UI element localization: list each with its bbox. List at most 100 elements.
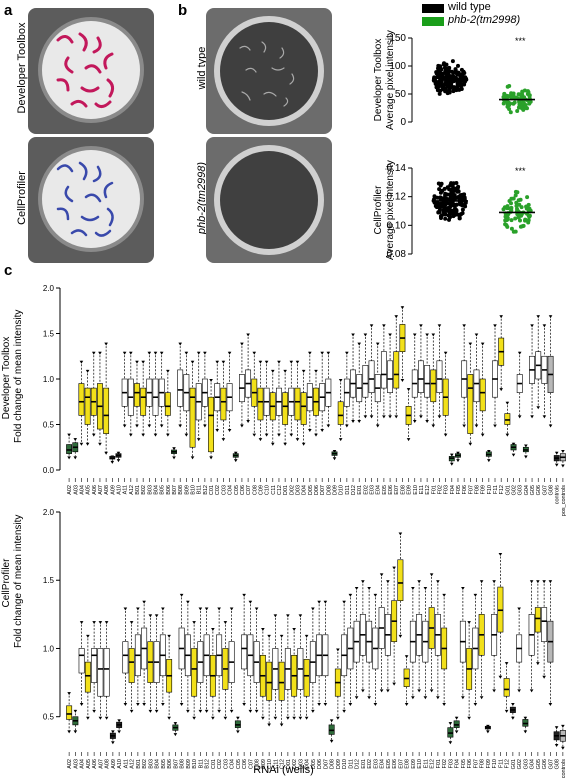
- box-cp-xlabel-f09: F09: [486, 759, 492, 768]
- box-dt-e11-box: [418, 360, 424, 393]
- box-cp-a08-cap-top: [104, 621, 109, 625]
- box-dt-a05-cap-top: [85, 369, 90, 373]
- scatter-0-point-wildtype: [455, 84, 460, 89]
- box-dt-xlabel-f08: F08: [474, 485, 480, 494]
- box-cp-a09-cap-top: [111, 730, 115, 734]
- box-dt-g03-cap-bottom: [517, 415, 522, 419]
- scatter-1-point-wildtype: [457, 216, 462, 221]
- box-dt-d01-cap-top: [283, 369, 287, 373]
- box-dt-c03-box: [220, 387, 227, 421]
- box-cp-g06-cap-top: [542, 580, 546, 584]
- scatter-0-point-wildtype: [446, 66, 451, 71]
- box-dt-xlabel-c03: C03: [221, 485, 227, 495]
- scatter-0-point-wildtype: [463, 79, 467, 84]
- box-dt-xlabel-b09: B09: [184, 485, 190, 495]
- box-dt-xlabel-e02: E02: [363, 485, 369, 495]
- box-dt-g02-cap-bottom: [511, 453, 516, 457]
- scatter-1-point-wildtype: [437, 210, 442, 215]
- box-dt-b07-cap-top: [172, 447, 176, 451]
- box-dt-xlabel-c01: C01: [209, 485, 215, 495]
- box-cp-b05-cap-top: [161, 607, 165, 611]
- box-dt-pos-controls-cap-bottom: [561, 464, 565, 468]
- box-cp-xlabel-a03: A03: [73, 759, 79, 769]
- box-cp-g08-cap-bottom: [554, 744, 559, 747]
- box-cp-a08-box: [103, 648, 110, 697]
- box-cp-xlabel-b09: B09: [186, 759, 192, 769]
- box-dt-xlabel-d11: D11: [345, 485, 351, 495]
- box-dt-c05-cap-top: [233, 451, 238, 455]
- box-cp-xlabel-c10: C10: [267, 759, 273, 769]
- box-dt-f02-box: [436, 360, 443, 393]
- box-cp-xlabel-f11: F11: [498, 759, 504, 768]
- box-dt-ytick-label-1: 0.5: [43, 421, 55, 430]
- box-dt-c12-cap-bottom: [277, 433, 281, 437]
- box-cp-b09-cap-bottom: [186, 709, 190, 713]
- box-cp-a06-cap-bottom: [92, 709, 96, 713]
- scatter-0-point-wildtype: [451, 89, 456, 94]
- box-dt-e03-cap-top: [369, 324, 374, 328]
- box-cp-f06-cap-bottom: [467, 716, 471, 720]
- scatter-0-point-wildtype: [446, 84, 451, 89]
- box-cp-b04-cap-bottom: [154, 709, 159, 713]
- box-dt-xlabel-a02: A02: [67, 485, 73, 495]
- box-dt-e12-cap-top: [425, 333, 429, 337]
- box-dt-xlabel-d12: D12: [351, 485, 357, 495]
- box-dt-f02-cap-top: [437, 324, 442, 328]
- box-dt-d10-box: [337, 401, 344, 425]
- box-cp-e08-cap-top: [404, 655, 409, 659]
- box-cp-xlabel-d04: D04: [305, 759, 311, 769]
- box-cp-xlabel-c09: C09: [261, 759, 267, 769]
- scatter-0-point-wildtype: [450, 59, 455, 64]
- box-cp-c09-cap-bottom: [261, 716, 265, 720]
- scatter-1-point-phb2tm2998: [505, 204, 510, 209]
- box-cp-e07-box: [397, 559, 404, 602]
- box-cp-xlabel-e11: E11: [423, 759, 429, 768]
- box-dt-c10-cap-bottom: [264, 433, 269, 437]
- box-cp-f06-cap-top: [467, 621, 471, 625]
- box-cp-g06-box: [541, 607, 548, 642]
- box-dt-xlabel-pos-controls: pos_controls: [561, 485, 567, 516]
- box-cp-c06-cap-bottom: [242, 703, 246, 707]
- box-dt-e09-cap-top: [406, 388, 411, 392]
- box-dt-xlabel-g01: G01: [505, 485, 511, 495]
- box-dt-a07-cap-bottom: [98, 442, 102, 446]
- panel-letter-a: a: [4, 2, 13, 19]
- scatter-0-point-wildtype: [447, 88, 452, 93]
- box-dt-b01-box: [134, 383, 140, 407]
- box-dt-d07-cap-top: [320, 351, 324, 355]
- box-cp-xlabel-g02: G02: [517, 759, 523, 769]
- box-dt-f12-cap-top: [499, 315, 503, 319]
- box-cp-xlabel-a05: A05: [86, 759, 92, 769]
- box-cp-xlabel-f05: F05: [461, 759, 467, 768]
- scatter-1-point-wildtype: [454, 195, 459, 200]
- scatter-0-point-wildtype: [439, 67, 444, 72]
- box-dt-e05-cap-bottom: [382, 415, 386, 419]
- scatter-0-point-phb2tm2998: [511, 92, 516, 96]
- box-dt-b11-cap-bottom: [196, 438, 201, 442]
- box-cp-c07-cap-top: [248, 600, 253, 604]
- box-dt-xlabel-f02: F02: [437, 485, 443, 494]
- box-dt-xlabel-d04: D04: [302, 485, 308, 495]
- box-dt-xlabel-f03: F03: [444, 485, 450, 494]
- box-dt-a07-cap-top: [98, 351, 102, 355]
- box-cp-xlabel-b10: B10: [192, 759, 198, 769]
- scatter-1-point-phb2tm2998: [501, 207, 506, 212]
- box-cp-d12-cap-bottom: [354, 696, 359, 700]
- box-dt-xlabel-e01: E01: [357, 485, 363, 495]
- box-cp-xlabel-d08: D08: [330, 759, 336, 769]
- box-dt-e05-box: [380, 351, 387, 389]
- box-dt-xlabel-a04: A04: [79, 485, 85, 495]
- box-cp-b10-box: [191, 648, 198, 697]
- box-cp-f02-cap-top: [442, 593, 446, 597]
- box-cp-xlabel-d05: D05: [311, 759, 317, 769]
- box-dt-b10-box: [189, 387, 196, 448]
- scatter-0-point-wildtype: [442, 61, 446, 66]
- scatter-1-point-wildtype: [449, 203, 454, 208]
- box-dt-xlabel-controls: controls: [555, 485, 561, 505]
- box-cp-d06-cap-bottom: [317, 703, 321, 707]
- box-dt-f11-cap-bottom: [493, 424, 497, 428]
- box-cp-e07-cap-top: [398, 532, 403, 536]
- box-cp-c04-cap-top: [229, 607, 234, 611]
- box-cp-xlabel-a10: A10: [117, 759, 123, 769]
- scatter-0-ytick-label-3: 150: [389, 33, 406, 44]
